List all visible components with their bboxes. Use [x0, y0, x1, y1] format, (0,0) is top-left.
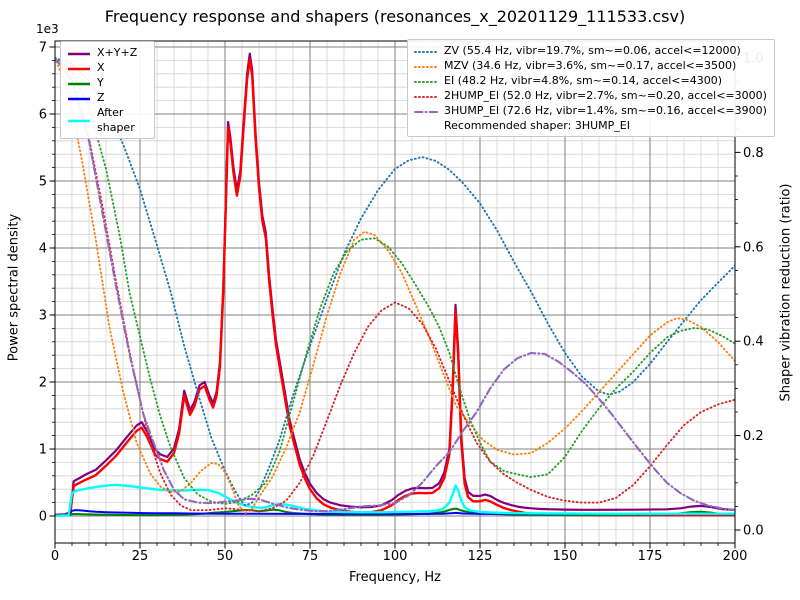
- y-tick-label-left: 3: [39, 309, 47, 324]
- y-tick-label-left: 6: [39, 108, 47, 123]
- y-tick-label-right: 0.8: [743, 146, 764, 161]
- y-tick-label-right: 0.2: [743, 429, 764, 444]
- line-swatch-xyz: [67, 48, 91, 58]
- x-tick-label: 150: [553, 549, 578, 564]
- series-3HUMP_EI: [55, 56, 735, 513]
- x-tick-label: 0: [51, 549, 59, 564]
- y-tick-label-left: 0: [39, 510, 47, 525]
- x-tick-label: 100: [383, 549, 408, 564]
- line-swatch-zv: [414, 46, 438, 56]
- line-swatch-after-shaper: [67, 115, 91, 125]
- y-tick-label-left: 7: [39, 41, 47, 56]
- legend-label-after-shaper: After shaper: [97, 106, 135, 134]
- legend-label-2hump-ei: 2HUMP_EI (52.0 Hz, vibr=2.7%, sm~=0.20, …: [444, 89, 767, 102]
- legend-label-z: Z: [97, 91, 105, 104]
- x-tick-label: 50: [217, 549, 234, 564]
- legend-item-3hump-ei: 3HUMP_EI (72.6 Hz, vibr=1.4%, sm~=0.16, …: [414, 103, 767, 118]
- series-2HUMP_EI: [55, 57, 735, 513]
- x-tick-label: 200: [723, 549, 748, 564]
- y-tick-label-right: 0.6: [743, 240, 764, 255]
- y-tick-label-right: 0.0: [743, 524, 764, 539]
- line-swatch-x: [67, 63, 91, 73]
- x-axis-label: Frequency, Hz: [348, 570, 442, 585]
- legend-left: X+Y+Z X Y Z After shaper: [60, 41, 155, 139]
- x-tick-label: 175: [638, 549, 663, 564]
- x-tick-label: 75: [302, 549, 319, 564]
- y-tick-label-left: 4: [39, 242, 47, 257]
- legend-label-x: X: [97, 61, 105, 74]
- series-X: [55, 57, 735, 517]
- legend-label-3hump-ei: 3HUMP_EI (72.6 Hz, vibr=1.4%, sm~=0.16, …: [444, 104, 767, 117]
- chart-title: Frequency response and shapers (resonanc…: [104, 7, 686, 26]
- y-tick-label-left: 5: [39, 175, 47, 190]
- legend-label-mzv: MZV (34.6 Hz, vibr=3.6%, sm~=0.17, accel…: [444, 59, 737, 72]
- y-axis-multiplier: 1e3: [36, 22, 59, 36]
- legend-right: ZV (55.4 Hz, vibr=19.7%, sm~=0.06, accel…: [407, 39, 775, 137]
- legend-label-ei: EI (48.2 Hz, vibr=4.8%, sm~=0.14, accel<…: [444, 74, 722, 87]
- legend-item-x: X: [67, 60, 147, 75]
- line-swatch-z: [67, 93, 91, 103]
- legend-item-y: Y: [67, 75, 147, 90]
- x-tick-label: 125: [468, 549, 493, 564]
- line-swatch-y: [67, 78, 91, 88]
- line-swatch-2hump-ei: [414, 91, 438, 101]
- y-tick-label-left: 1: [39, 443, 47, 458]
- line-swatch-mzv: [414, 61, 438, 71]
- series-group: [55, 52, 735, 517]
- y-tick-label-right: 0.4: [743, 335, 764, 350]
- legend-item-z: Z: [67, 90, 147, 105]
- y-axis-label-right: Shaper vibration reduction (ratio): [778, 183, 794, 402]
- legend-item-zv: ZV (55.4 Hz, vibr=19.7%, sm~=0.06, accel…: [414, 43, 767, 58]
- legend-label-zv: ZV (55.4 Hz, vibr=19.7%, sm~=0.06, accel…: [444, 44, 741, 57]
- legend-item-ei: EI (48.2 Hz, vibr=4.8%, sm~=0.14, accel<…: [414, 73, 767, 88]
- line-swatch-ei: [414, 76, 438, 86]
- legend-label-y: Y: [97, 76, 104, 89]
- recommended-shaper-text: Recommended shaper: 3HUMP_EI: [444, 119, 630, 132]
- y-tick-label-left: 2: [39, 376, 47, 391]
- legend-item-mzv: MZV (34.6 Hz, vibr=3.6%, sm~=0.17, accel…: [414, 58, 767, 73]
- legend-label-xyz: X+Y+Z: [97, 46, 138, 59]
- line-swatch-3hump-ei: [414, 106, 438, 116]
- legend-item-after-shaper: After shaper: [67, 105, 147, 135]
- series-EI: [55, 57, 735, 505]
- legend-item-2hump-ei: 2HUMP_EI (52.0 Hz, vibr=2.7%, sm~=0.20, …: [414, 88, 767, 103]
- x-tick-label: 25: [132, 549, 149, 564]
- legend-note-recommended-shaper: Recommended shaper: 3HUMP_EI: [414, 118, 767, 133]
- y-axis-label-left: Power spectral density: [6, 213, 22, 362]
- series-After shaper: [55, 483, 735, 517]
- legend-item-xyz: X+Y+Z: [67, 45, 147, 60]
